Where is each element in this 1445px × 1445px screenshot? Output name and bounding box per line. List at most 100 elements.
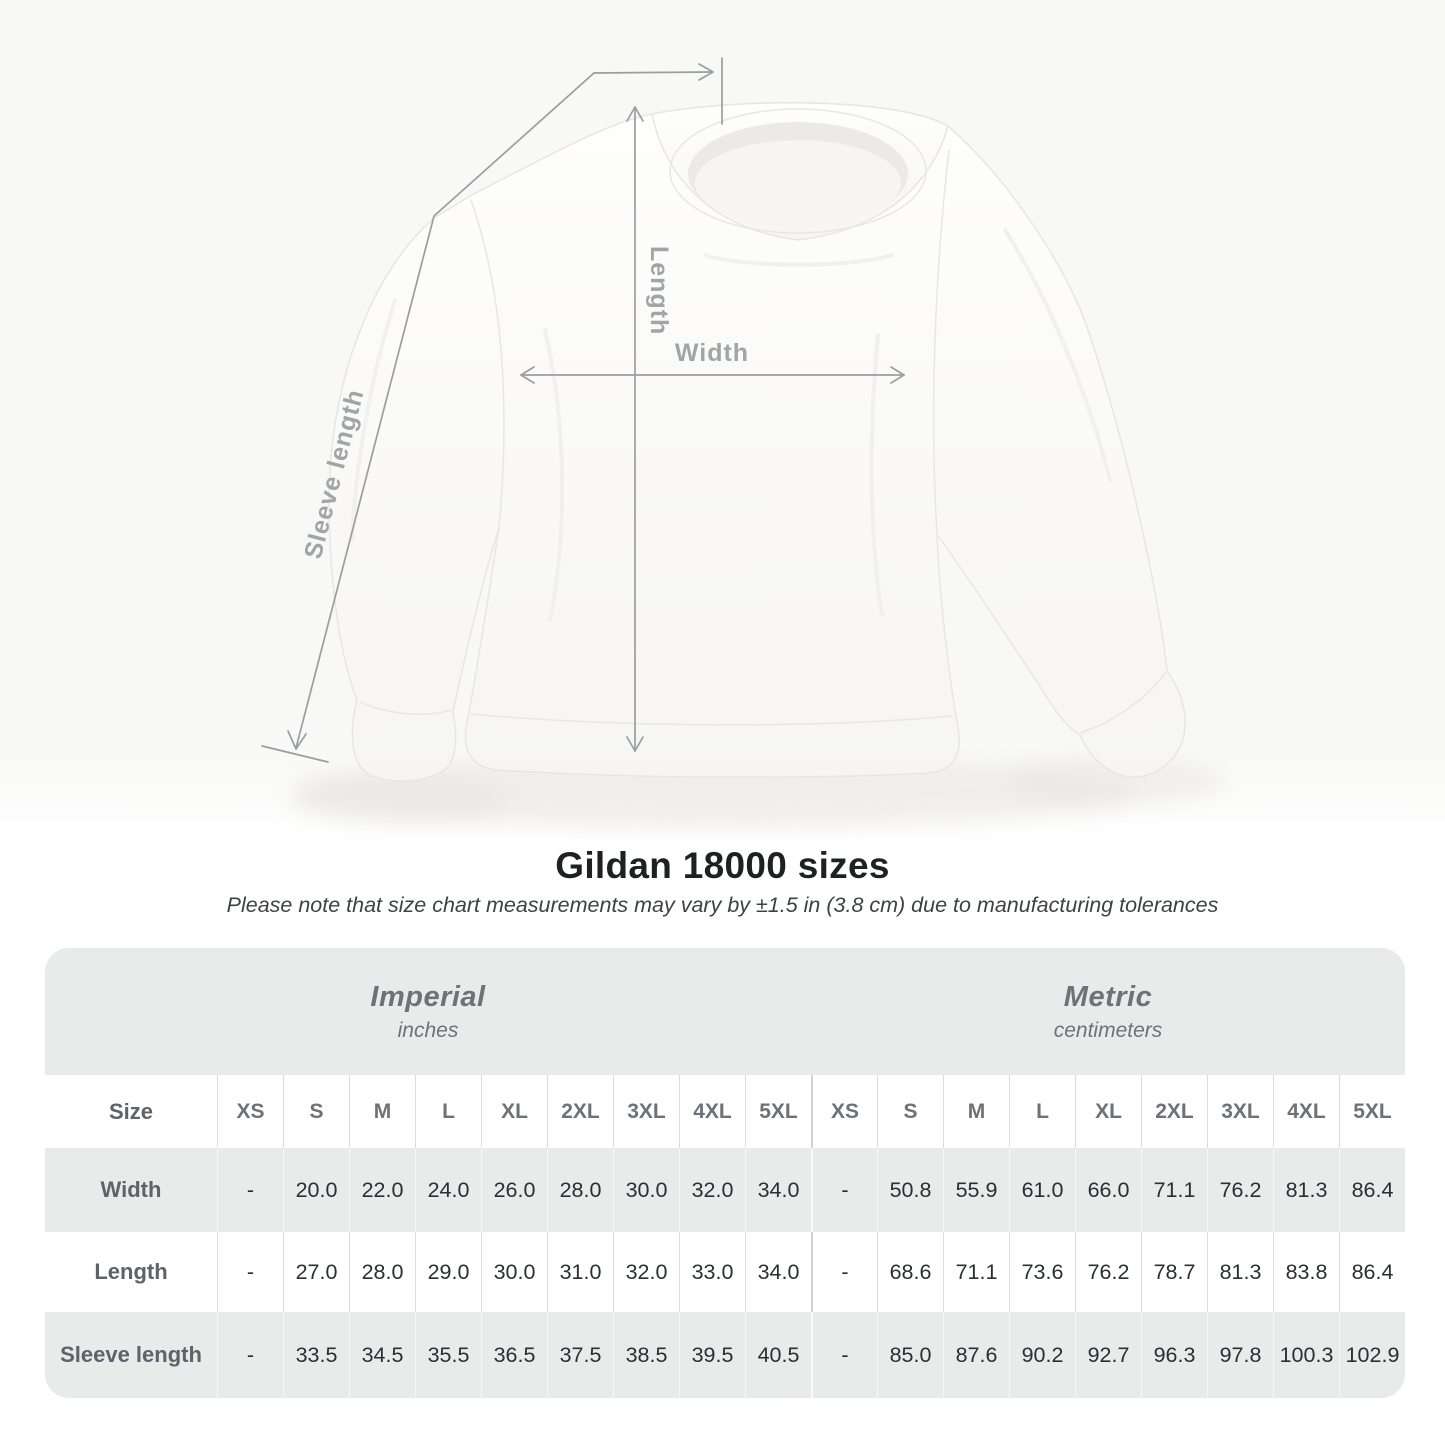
size-column-header: 5XL [745, 1075, 811, 1148]
size-value-cell: 68.6 [877, 1232, 943, 1312]
size-value-cell: 81.3 [1273, 1148, 1339, 1232]
cuff-end-tick [261, 745, 329, 763]
size-value-cell: 30.0 [481, 1232, 547, 1312]
row-label: Width [100, 1177, 162, 1202]
arrow-right-icon [890, 366, 905, 384]
size-header: Size [45, 1075, 217, 1148]
size-column-header: L [415, 1075, 481, 1148]
size-value-cell: 92.7 [1075, 1312, 1141, 1398]
size-value-cell: 86.4 [1339, 1232, 1405, 1312]
collar-inner-front [695, 140, 901, 226]
unit-group-name: Metric [1063, 980, 1153, 1013]
size-value-cell: 36.5 [481, 1312, 547, 1398]
size-column-header: S [283, 1075, 349, 1148]
tolerance-note: Please note that size chart measurements… [226, 893, 1219, 917]
product-photo: Length Width Sleeve length [0, 57, 1445, 840]
size-column-header: 3XL [613, 1075, 679, 1148]
size-value-cell: 28.0 [547, 1148, 613, 1232]
row-label: Length [45, 1232, 217, 1312]
size-column-header: S [877, 1075, 943, 1148]
row-label: Sleeve length [60, 1342, 202, 1367]
sweatshirt-body [328, 102, 1186, 782]
size-value-cell: 55.9 [943, 1148, 1009, 1232]
garment-seams [359, 149, 1167, 734]
size-value-cell: 66.0 [1075, 1148, 1141, 1232]
size-value-cell: 73.6 [1009, 1232, 1075, 1312]
size-value-cell: 76.2 [1075, 1232, 1141, 1312]
size-column-header: L [1009, 1075, 1075, 1148]
size-value-cell: 35.5 [415, 1312, 481, 1398]
size-value-cell: 90.2 [1009, 1312, 1075, 1398]
size-value-cell: 86.4 [1339, 1148, 1405, 1232]
size-column-header: XS [811, 1075, 877, 1148]
size-value-cell: - [217, 1312, 283, 1398]
size-value-cell: 87.6 [943, 1312, 1009, 1398]
size-value-cell: 85.0 [877, 1312, 943, 1398]
size-value-cell: 102.9 [1339, 1312, 1405, 1398]
size-value-cell: 30.0 [613, 1148, 679, 1232]
size-value-cell: 61.0 [1009, 1148, 1075, 1232]
size-column-header: 2XL [1141, 1075, 1207, 1148]
size-value-cell: 33.0 [679, 1232, 745, 1312]
size-column-header: 2XL [547, 1075, 613, 1148]
size-value-cell: 40.5 [745, 1312, 811, 1398]
size-column-header: M [943, 1075, 1009, 1148]
unit-group-imperial: Imperial inches [45, 948, 811, 1075]
width-measure-line [520, 366, 905, 384]
size-value-cell: 78.7 [1141, 1232, 1207, 1312]
size-value-cell: - [217, 1232, 283, 1312]
size-value-cell: - [811, 1232, 877, 1312]
garment-shadow [290, 756, 1225, 828]
size-value-cell: 71.1 [1141, 1148, 1207, 1232]
size-value-cell: 34.0 [745, 1232, 811, 1312]
size-value-cell: 81.3 [1207, 1232, 1273, 1312]
size-value-cell: - [811, 1148, 877, 1232]
size-column-header: M [349, 1075, 415, 1148]
page-title: Gildan 18000 sizes [555, 845, 890, 886]
size-value-cell: 32.0 [613, 1232, 679, 1312]
collar-seam [669, 108, 927, 234]
size-value-cell: 83.8 [1273, 1232, 1339, 1312]
size-column-header: XL [481, 1075, 547, 1148]
size-value-cell: 22.0 [349, 1148, 415, 1232]
size-value-cell: 76.2 [1207, 1148, 1273, 1232]
size-column-header: 4XL [1273, 1075, 1339, 1148]
size-value-cell: 31.0 [547, 1232, 613, 1312]
size-value-cell: 100.3 [1273, 1312, 1339, 1398]
size-value-cell: 97.8 [1207, 1312, 1273, 1398]
arrow-right-icon [698, 63, 714, 81]
size-value-cell: - [217, 1148, 283, 1232]
arrow-up-icon [626, 106, 644, 122]
size-value-cell: 28.0 [349, 1232, 415, 1312]
size-value-cell: - [811, 1312, 877, 1398]
size-value-cell: 96.3 [1141, 1312, 1207, 1398]
sleeve-measure-line [261, 57, 723, 763]
size-value-cell: 20.0 [283, 1148, 349, 1232]
size-value-cell: 34.5 [349, 1312, 415, 1398]
size-value-cell: 29.0 [415, 1232, 481, 1312]
arrow-left-icon [520, 366, 535, 384]
size-value-cell: 24.0 [415, 1148, 481, 1232]
width-label: Width [675, 339, 749, 367]
size-table: Imperial inches Metric centimeters Size … [45, 948, 1405, 1398]
arrow-down-icon [626, 736, 644, 752]
size-value-cell: 37.5 [547, 1312, 613, 1398]
size-value-cell: 27.0 [283, 1232, 349, 1312]
unit-group-metric: Metric centimeters [811, 948, 1405, 1075]
length-measure-line [626, 106, 644, 752]
size-column-header: 5XL [1339, 1075, 1405, 1148]
size-value-cell: 39.5 [679, 1312, 745, 1398]
size-column-header: 3XL [1207, 1075, 1273, 1148]
unit-group-unit: centimeters [1053, 1018, 1163, 1042]
size-value-cell: 71.1 [943, 1232, 1009, 1312]
size-value-cell: 34.0 [745, 1148, 811, 1232]
length-label: Length [645, 246, 673, 335]
unit-group-unit: inches [397, 1018, 459, 1042]
size-column-header: XL [1075, 1075, 1141, 1148]
size-column-header: XS [217, 1075, 283, 1148]
size-value-cell: 32.0 [679, 1148, 745, 1232]
size-value-cell: 26.0 [481, 1148, 547, 1232]
arrow-end-icon [287, 730, 307, 750]
sweatshirt-graphic [328, 102, 1186, 782]
